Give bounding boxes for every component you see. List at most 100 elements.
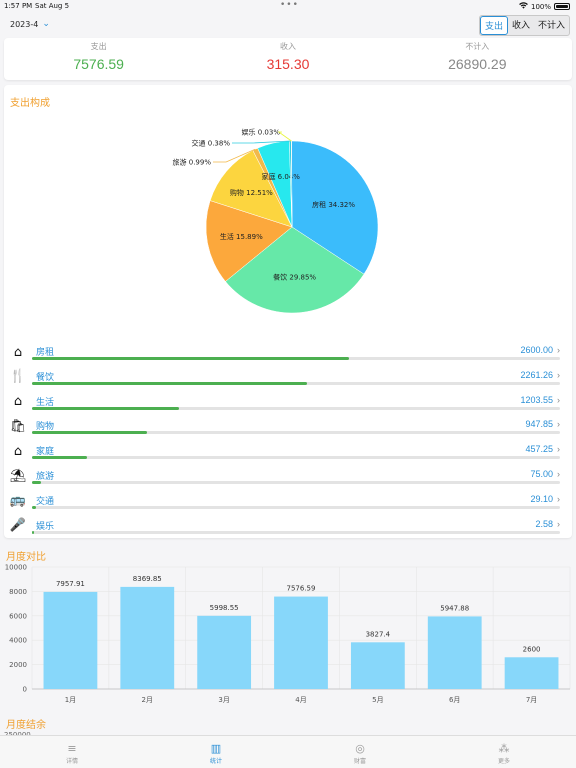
monthly-balance-title: 月度结余 — [6, 720, 46, 731]
chevron-right-icon: › — [557, 419, 560, 430]
bar-value-label: 7576.59 — [287, 585, 316, 593]
category-name: 房租 — [36, 348, 55, 358]
category-name: 交通 — [36, 496, 55, 507]
monthly-bar-chart[interactable]: 0 2000 4000 6000 8000 10000 7957.91 1月 8369.85 2月… — [0, 545, 576, 715]
category-row-生活[interactable]: ⌂ 生活 1203.55 › — [8, 391, 564, 415]
pie-slice-生活[interactable] — [205, 200, 293, 282]
category-progress-fill — [32, 431, 148, 435]
tab-label: 财富 — [353, 758, 366, 765]
bus-icon: 🚌 — [9, 493, 27, 509]
category-row-交通[interactable]: 🚌 交通 29.10 › — [8, 490, 564, 514]
pie-label-娱乐: 娱乐 0.03% — [242, 128, 281, 137]
y-tick-label: 6000 — [9, 612, 27, 620]
shopping-bag-icon: 🛍 — [9, 418, 27, 434]
x-tick-label: 1月 — [65, 696, 76, 704]
tab-财富[interactable]: ◎ 财富 — [288, 736, 432, 768]
category-progress-track — [32, 381, 560, 385]
bar-7月[interactable] — [504, 657, 559, 689]
period-selector[interactable]: 2023-4 ⌄ — [10, 19, 50, 29]
pie-leader-旅游 — [213, 148, 256, 163]
category-row-购物[interactable]: 🛍 购物 947.85 › — [8, 415, 564, 439]
category-row-餐饮[interactable]: 🍴 餐饮 2261.26 › — [8, 366, 564, 390]
chevron-right-icon: › — [557, 493, 560, 504]
category-amount: 947.85 › — [525, 419, 560, 430]
summary-excluded-value: 26890.29 — [448, 56, 507, 72]
status-bar: 1:57 PM Sat Aug 5 ••• 100% — [0, 0, 576, 12]
chevron-right-icon: › — [557, 469, 560, 479]
bar-6月[interactable] — [427, 616, 482, 689]
summary-income: 收入 315.30 — [193, 38, 382, 80]
x-tick-label: 5月 — [372, 696, 383, 704]
tab-bar: ≡ 详情 ▥ 统计 ◎ 财富 ⁂ 更多 — [0, 735, 576, 768]
category-row-家庭[interactable]: ⌂ 家庭 457.25 › — [8, 440, 564, 464]
bar-chart-icon: ▥ — [210, 742, 222, 755]
category-row-旅游[interactable]: ⛱ 旅游 75.00 › — [8, 465, 564, 489]
bar-5月[interactable] — [350, 642, 405, 689]
summary-expense-label: 支出 — [90, 42, 107, 51]
bar-1月[interactable] — [43, 591, 98, 689]
pie-leader-交通 — [232, 140, 291, 144]
category-name: 生活 — [36, 397, 55, 408]
pie-label-生活: 生活 15.89% — [220, 232, 263, 241]
bar-4月[interactable] — [274, 596, 328, 689]
category-progress-fill — [32, 357, 349, 360]
bar-value-label: 2600 — [523, 645, 541, 653]
home-icon: ⌂ — [13, 443, 23, 459]
bar-3月[interactable] — [197, 615, 252, 689]
x-tick-label: 3月 — [218, 696, 229, 704]
segment-income[interactable]: 收入 — [511, 21, 530, 31]
top-bar: 2023-4 ⌄ 支出 收入 不计入 — [0, 14, 576, 36]
segment-excluded[interactable]: 不计入 — [537, 21, 565, 31]
summary-income-label: 收入 — [279, 42, 296, 51]
chevron-right-icon: › — [557, 394, 560, 405]
category-name: 娱乐 — [36, 521, 55, 532]
multitask-dots[interactable]: ••• — [280, 0, 299, 10]
bar-value-label: 3827.4 — [366, 630, 391, 638]
summary-card: 支出 7576.59 收入 315.30 不计入 26890.29 — [4, 38, 572, 80]
tab-更多[interactable]: ⁂ 更多 — [432, 736, 576, 768]
battery-icon — [554, 3, 570, 10]
bar-value-label: 8369.85 — [133, 575, 162, 583]
category-progress-track — [32, 481, 560, 484]
category-row-娱乐[interactable]: 🎤 娱乐 2.58 › — [8, 515, 564, 539]
summary-expense: 支出 7576.59 — [4, 38, 193, 80]
composition-pie-chart[interactable]: 房租 34.32% 餐饮 29.85% 生活 15.89% 购物 12.51% 旅游 0… — [4, 85, 572, 325]
category-amount: 75.00 › — [530, 469, 560, 479]
category-name: 餐饮 — [36, 372, 55, 383]
house-percent-icon: ⌂ — [13, 394, 23, 410]
tab-label: 更多 — [497, 758, 510, 765]
category-progress-fill — [32, 505, 36, 509]
category-progress-fill — [32, 456, 88, 460]
monthly-comparison: 月度对比 0 2000 4000 6000 8000 10000 7957.91 1月 8369… — [0, 545, 576, 715]
pie-label-旅游: 旅游 0.99% — [173, 158, 212, 167]
x-tick-label: 7月 — [526, 696, 537, 704]
tab-详情[interactable]: ≡ 详情 — [0, 736, 144, 768]
bar-2月[interactable] — [120, 586, 175, 689]
category-progress-fill — [32, 481, 42, 484]
tab-统计[interactable]: ▥ 统计 — [144, 736, 288, 768]
dining-icon: 🍴 — [9, 369, 27, 385]
pie-label-餐饮: 餐饮 29.85% — [273, 272, 316, 281]
category-row-房租[interactable]: ⌂ 房租 2600.00 › — [8, 341, 564, 365]
status-date: Sat Aug 5 — [35, 2, 70, 10]
status-time: 1:57 PM — [4, 2, 33, 10]
category-progress-fill — [32, 381, 308, 385]
chevron-right-icon: › — [557, 444, 560, 455]
category-amount: 2.58 › — [535, 518, 560, 529]
status-right: 100% — [519, 2, 570, 11]
type-segmented-control: 支出 收入 不计入 — [478, 15, 570, 36]
pie-slice-餐饮[interactable] — [225, 226, 365, 314]
category-amount: 457.25 › — [525, 444, 560, 455]
y-tick-label: 8000 — [9, 588, 27, 596]
more-icon: ⁂ — [498, 742, 510, 755]
composition-title: 支出构成 — [10, 98, 50, 109]
segment-expense[interactable]: 支出 — [479, 16, 508, 35]
category-amount: 29.10 › — [530, 493, 560, 504]
category-progress-track — [32, 456, 560, 460]
category-progress-track — [32, 357, 560, 360]
y-tick-label: 4000 — [9, 637, 27, 645]
period-label: 2023-4 — [10, 19, 39, 29]
chevron-right-icon: › — [557, 369, 560, 380]
category-progress-track — [32, 406, 560, 410]
summary-excluded: 不计入 26890.29 — [383, 38, 572, 80]
